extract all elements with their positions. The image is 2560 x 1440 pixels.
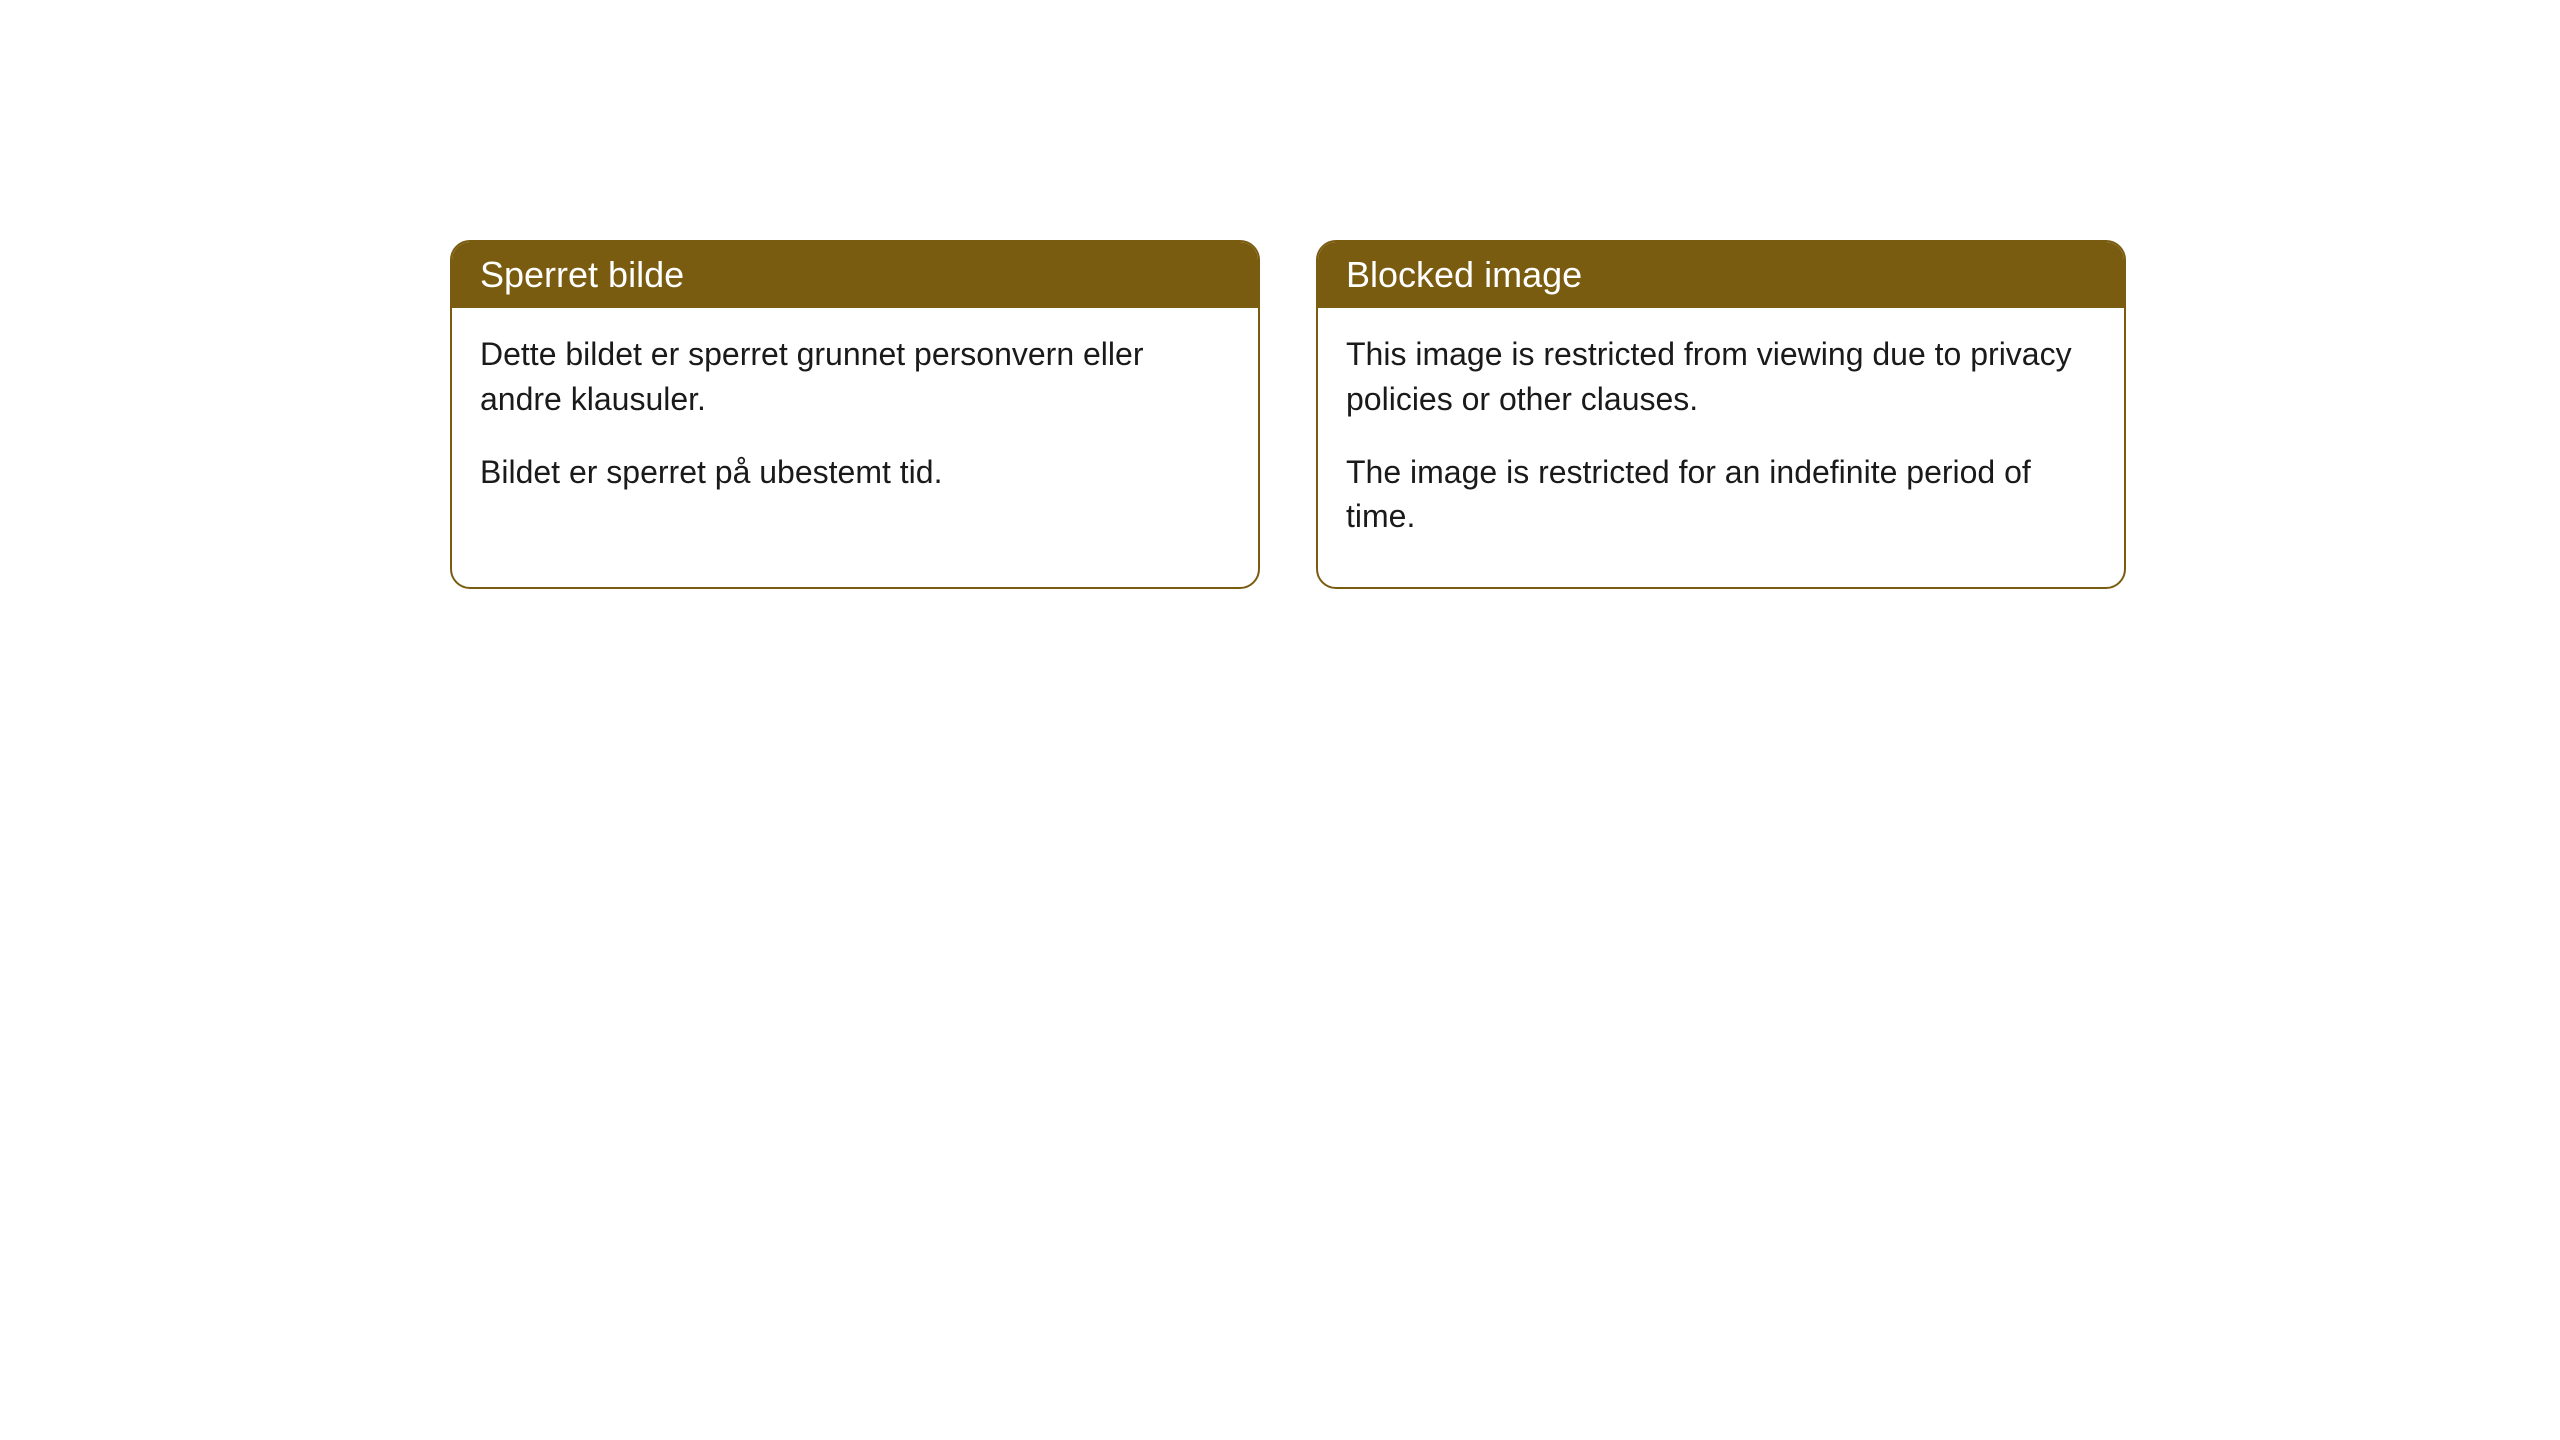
card-body: This image is restricted from viewing du… — [1318, 308, 2124, 587]
card-paragraph: Dette bildet er sperret grunnet personve… — [480, 332, 1230, 422]
card-title: Blocked image — [1346, 254, 1582, 295]
card-paragraph: Bildet er sperret på ubestemt tid. — [480, 450, 1230, 495]
card-paragraph: The image is restricted for an indefinit… — [1346, 450, 2096, 540]
card-paragraph: This image is restricted from viewing du… — [1346, 332, 2096, 422]
card-header: Blocked image — [1318, 242, 2124, 308]
notice-card-english: Blocked image This image is restricted f… — [1316, 240, 2126, 589]
card-title: Sperret bilde — [480, 254, 684, 295]
notice-card-norwegian: Sperret bilde Dette bildet er sperret gr… — [450, 240, 1260, 589]
card-body: Dette bildet er sperret grunnet personve… — [452, 308, 1258, 542]
card-header: Sperret bilde — [452, 242, 1258, 308]
notice-container: Sperret bilde Dette bildet er sperret gr… — [450, 240, 2126, 589]
